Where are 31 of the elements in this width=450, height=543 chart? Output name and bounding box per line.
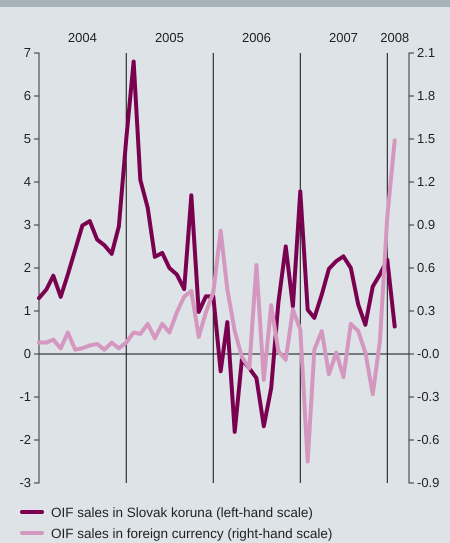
line-series bbox=[37, 138, 397, 464]
line-series bbox=[37, 60, 397, 434]
x-tick-label: 2007 bbox=[328, 30, 358, 45]
y-tick-label: -2 bbox=[19, 432, 31, 448]
y2-tick-label: -0.9 bbox=[417, 475, 440, 490]
y-tick-label: -1 bbox=[19, 389, 31, 404]
y-tick-label: 2 bbox=[24, 260, 31, 276]
y2-tick-label: 1.8 bbox=[417, 88, 436, 104]
y2-tick-label: 0.6 bbox=[417, 260, 436, 276]
y2-tick-label: 0.3 bbox=[417, 303, 436, 318]
y2-tick-label: 0.9 bbox=[417, 217, 436, 232]
y-tick-label: 6 bbox=[24, 88, 31, 104]
y2-tick-label: 2.1 bbox=[417, 45, 436, 60]
y-tick-label: 7 bbox=[24, 45, 31, 60]
y-tick-label: -3 bbox=[19, 475, 31, 490]
x-tick-label: 2008 bbox=[380, 30, 410, 45]
legend-label: OIF sales in foreign currency (right-hand scale) bbox=[51, 526, 332, 541]
legend-label: OIF sales in Slovak koruna (left-hand scale) bbox=[51, 505, 313, 520]
y-tick-label: 5 bbox=[24, 131, 31, 146]
x-tick-label: 2006 bbox=[242, 30, 271, 45]
y2-tick-label: 1.5 bbox=[417, 131, 436, 146]
x-tick-label: 2005 bbox=[154, 30, 184, 45]
y2-tick-label: -0.0 bbox=[417, 346, 440, 362]
y-tick-label: 0 bbox=[24, 346, 31, 362]
y2-tick-label: -0.3 bbox=[417, 389, 440, 404]
y-tick-label: 3 bbox=[24, 217, 31, 232]
y2-tick-label: 1.2 bbox=[417, 174, 436, 190]
y-tick-label: 4 bbox=[24, 174, 31, 190]
y-tick-label: 1 bbox=[24, 303, 31, 318]
y2-tick-label: -0.6 bbox=[417, 432, 440, 448]
x-tick-label: 2004 bbox=[68, 30, 97, 45]
